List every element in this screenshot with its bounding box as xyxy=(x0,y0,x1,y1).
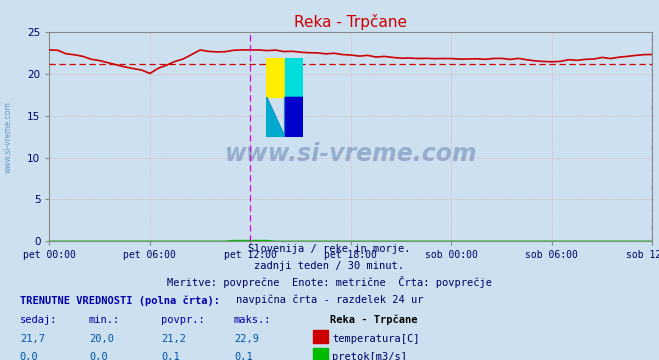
Text: 21,2: 21,2 xyxy=(161,334,186,344)
Text: www.si-vreme.com: www.si-vreme.com xyxy=(225,141,477,166)
Text: pretok[m3/s]: pretok[m3/s] xyxy=(332,352,407,360)
Text: navpična črta - razdelek 24 ur: navpična črta - razdelek 24 ur xyxy=(236,294,423,305)
Polygon shape xyxy=(266,97,302,137)
Text: 0,1: 0,1 xyxy=(234,352,252,360)
Text: 0,1: 0,1 xyxy=(161,352,180,360)
Text: povpr.:: povpr.: xyxy=(161,315,205,325)
Bar xyxy=(266,58,285,97)
Text: Meritve: povprečne  Enote: metrične  Črta: povprečje: Meritve: povprečne Enote: metrične Črta:… xyxy=(167,276,492,288)
Text: Slovenija / reke in morje.: Slovenija / reke in morje. xyxy=(248,244,411,254)
Text: Reka - Trpčane: Reka - Trpčane xyxy=(330,314,417,325)
Bar xyxy=(285,58,302,97)
Polygon shape xyxy=(285,97,302,137)
Title: Reka - Trpčane: Reka - Trpčane xyxy=(295,14,407,30)
Text: maks.:: maks.: xyxy=(234,315,272,325)
Text: 0,0: 0,0 xyxy=(20,352,38,360)
Text: 20,0: 20,0 xyxy=(89,334,114,344)
Polygon shape xyxy=(266,97,285,137)
Text: 22,9: 22,9 xyxy=(234,334,259,344)
Text: min.:: min.: xyxy=(89,315,120,325)
Text: temperatura[C]: temperatura[C] xyxy=(332,334,420,344)
Text: zadnji teden / 30 minut.: zadnji teden / 30 minut. xyxy=(254,261,405,271)
Text: 0,0: 0,0 xyxy=(89,352,107,360)
Text: TRENUTNE VREDNOSTI (polna črta):: TRENUTNE VREDNOSTI (polna črta): xyxy=(20,296,219,306)
Text: www.si-vreme.com: www.si-vreme.com xyxy=(3,101,13,173)
Text: 21,7: 21,7 xyxy=(20,334,45,344)
Text: sedaj:: sedaj: xyxy=(20,315,57,325)
